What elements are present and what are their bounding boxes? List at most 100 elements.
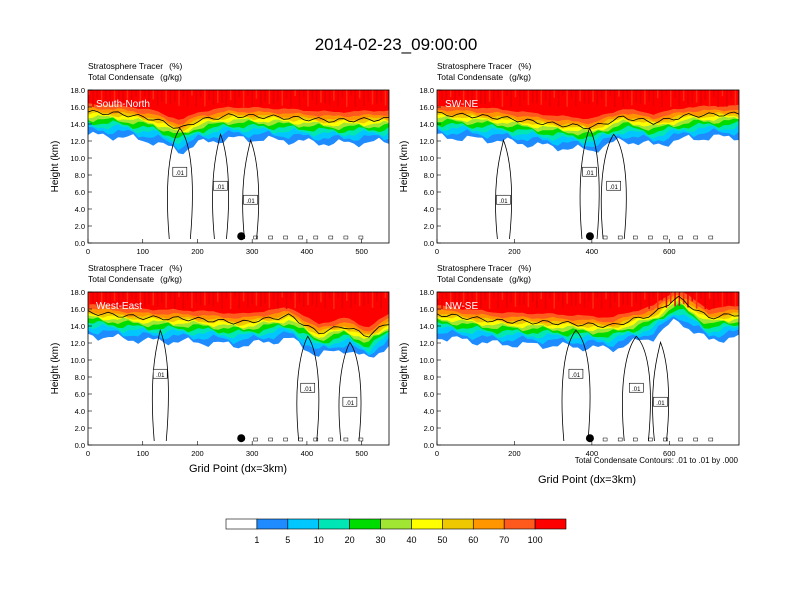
contour-label-box <box>496 194 511 205</box>
contour-label-box <box>342 396 358 407</box>
tracer-streak <box>527 292 530 308</box>
panel-variable-label: Stratosphere Tracer (%) <box>88 61 183 71</box>
y-tick-label: 4.0 <box>75 205 85 214</box>
tracer-streak <box>484 292 486 301</box>
colorbar-label: 10 <box>314 535 324 545</box>
tracer-streak <box>441 90 443 101</box>
tracer-streak <box>713 90 715 97</box>
tracer-streak <box>152 292 154 306</box>
condensate-contour <box>579 127 600 240</box>
panel-south-north: Stratosphere Tracer (%)Total Condensate (g… <box>50 61 390 256</box>
tracer-streak <box>199 292 202 307</box>
tracer-streak <box>204 292 206 306</box>
tracer-streak <box>531 292 534 303</box>
tracer-streak <box>152 90 154 100</box>
tracer-streak <box>88 90 90 95</box>
tracer-streak <box>380 292 382 309</box>
condensate-contour <box>437 295 739 328</box>
tracer-streak <box>613 292 616 303</box>
tracer-streak <box>475 292 478 304</box>
surface-contour <box>633 235 638 240</box>
y-tick-label: 16.0 <box>419 305 434 314</box>
tracer-streak <box>458 90 461 96</box>
tracer-streak <box>298 292 301 303</box>
tracer-field: .01 .01 .01 <box>437 90 739 243</box>
tracer-streak <box>285 90 288 99</box>
tracer-streak <box>328 292 331 300</box>
condensate-contour <box>88 310 389 338</box>
tracer-streak <box>523 90 525 101</box>
tracer-streak <box>618 292 620 308</box>
x-tick-label: 400 <box>586 247 599 256</box>
surface-contour <box>602 235 608 240</box>
tracer-streak <box>713 292 715 309</box>
tracer-streak <box>510 90 512 107</box>
surface-contour <box>358 235 364 240</box>
x-tick-label: 100 <box>136 247 149 256</box>
surface-contour <box>283 437 288 442</box>
tracer-streak <box>687 90 689 105</box>
surface-contour <box>358 437 364 442</box>
colorbar-label: 20 <box>345 535 355 545</box>
y-tick-label: 6.0 <box>75 390 85 399</box>
tracer-streak <box>277 90 279 102</box>
tracer-streak <box>600 292 603 309</box>
tracer-streak <box>139 90 142 107</box>
condensate-contour <box>242 138 260 240</box>
tracer-streak <box>341 292 344 309</box>
contour-label: .01 <box>304 387 313 393</box>
tracer-streak <box>544 90 547 101</box>
colorbar-swatch <box>256 518 289 530</box>
tracer-streak <box>169 90 172 105</box>
tracer-streak <box>674 90 676 98</box>
tracer-field: .01 .01 .01 <box>88 90 389 243</box>
surface-contour <box>268 437 273 442</box>
tracer-streak <box>678 292 681 306</box>
location-marker <box>237 232 246 241</box>
tracer-streak <box>678 90 681 107</box>
tracer-streak <box>639 90 642 104</box>
tracer-streak <box>92 90 94 107</box>
tracer-streak <box>376 90 378 104</box>
tracer-streak <box>544 292 547 309</box>
y-tick-label: 8.0 <box>75 171 85 180</box>
tracer-streak <box>652 90 655 107</box>
y-tick-label: 16.0 <box>70 305 85 314</box>
tracer-streak <box>315 90 318 106</box>
tracer-streak <box>540 292 542 300</box>
tracer-streak <box>212 292 215 308</box>
tracer-streak <box>320 90 322 103</box>
tracer-streak <box>118 292 120 309</box>
tracer-streak <box>437 292 439 299</box>
condensate-contour <box>296 335 320 442</box>
tracer-streak <box>734 90 737 106</box>
tracer-streak <box>186 292 189 301</box>
y-tick-label: 6.0 <box>424 188 434 197</box>
tracer-streak <box>592 292 594 309</box>
tracer-streak <box>575 90 577 106</box>
tracer-streak <box>199 90 202 98</box>
tracer-streak <box>272 292 275 301</box>
tracer-streak <box>454 90 456 107</box>
tracer-streak <box>294 292 296 309</box>
tracer-streak <box>691 90 693 104</box>
condensate-contour <box>652 340 670 442</box>
panel-sw-ne: Stratosphere Tracer (%)Total Condensate (g… <box>399 61 740 256</box>
colorbar-label: 60 <box>468 535 478 545</box>
tracer-streak <box>268 90 271 105</box>
colorbar-swatch <box>380 518 412 530</box>
tracer-streak <box>122 90 124 106</box>
contour-label: .01 <box>609 185 618 191</box>
tracer-streak <box>174 292 176 309</box>
tracer-streak <box>165 292 167 309</box>
tracer-streak <box>285 292 288 309</box>
tracer-streak <box>600 90 603 100</box>
tracer-streak <box>247 90 249 96</box>
tracer-streak <box>341 90 344 98</box>
contour-label-box <box>606 180 621 191</box>
tracer-streak <box>358 90 361 99</box>
tracer-streak <box>695 90 698 103</box>
tracer-streak <box>148 90 150 107</box>
colorbar-label: 100 <box>528 535 543 545</box>
tracer-streak <box>631 90 633 106</box>
